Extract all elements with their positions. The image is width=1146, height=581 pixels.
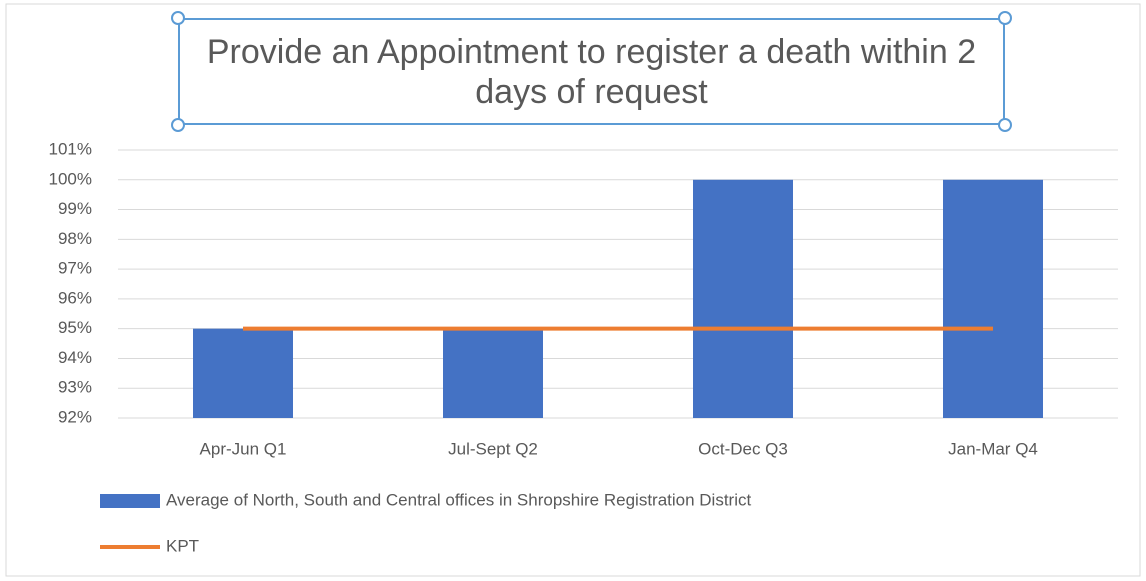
x-tick-label: Oct-Dec Q3 [698, 439, 788, 458]
chart-border [5, 3, 1141, 577]
bar [443, 328, 543, 418]
y-tick-label: 101% [49, 139, 92, 158]
y-tick-label: 98% [58, 229, 92, 248]
y-tick-label: 96% [58, 288, 92, 307]
y-tick-label: 93% [58, 378, 92, 397]
bar [943, 179, 1043, 418]
y-tick-label: 95% [58, 318, 92, 337]
y-tick-label: 100% [49, 169, 92, 188]
handle [998, 11, 1012, 25]
y-tick-label: 97% [58, 259, 92, 278]
bar [193, 328, 293, 418]
handle [171, 11, 185, 25]
legend-label: Average of North, South and Central offi… [166, 490, 751, 509]
legend-swatch [100, 494, 160, 508]
y-tick-label: 92% [58, 407, 92, 426]
y-tick-label: 99% [58, 199, 92, 218]
legend-label: KPT [166, 536, 199, 555]
handle [171, 118, 185, 132]
x-tick-label: Apr-Jun Q1 [200, 439, 287, 458]
title-box: Provide an Appointment to register a dea… [178, 18, 1005, 125]
x-tick-label: Jan-Mar Q4 [948, 439, 1038, 458]
y-tick-label: 94% [58, 348, 92, 367]
x-tick-label: Jul-Sept Q2 [448, 439, 538, 458]
handle [998, 118, 1012, 132]
bar [693, 179, 793, 418]
chart-title: Provide an Appointment to register a dea… [206, 32, 977, 111]
